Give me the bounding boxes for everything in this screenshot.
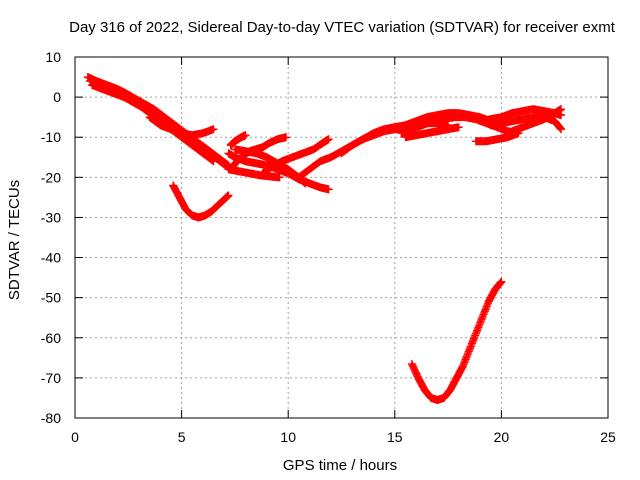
data-point: [324, 185, 333, 194]
data-series-arc-5: [169, 181, 233, 222]
x-axis-label: GPS time / hours: [283, 457, 397, 474]
y-tick-label: -30: [41, 209, 61, 225]
data-point: [454, 123, 463, 132]
data-points: [83, 73, 566, 404]
data-series-arc-19: [508, 105, 566, 136]
data-series-arc-20: [407, 277, 506, 404]
grid-lines: [75, 57, 608, 418]
data-point: [224, 191, 233, 200]
data-series-arc-4: [145, 113, 218, 140]
axis-ticks: 0 5 10 15 20 25 10 0 -10 -20 -30 -40 -50 -60 -70 -80: [41, 49, 616, 445]
y-tick-label: -50: [41, 290, 61, 306]
y-tick-label: -70: [41, 370, 61, 386]
x-tick-label: 15: [387, 429, 403, 445]
data-series-arc-8: [226, 133, 291, 174]
y-tick-label: -10: [41, 129, 61, 145]
data-point: [282, 133, 291, 142]
x-tick-label: 0: [71, 429, 79, 445]
data-series-arc-18: [471, 129, 523, 146]
data-point: [209, 125, 218, 134]
x-tick-label: 10: [280, 429, 296, 445]
data-point: [557, 125, 566, 134]
x-tick-label: 20: [494, 429, 510, 445]
y-tick-label: -20: [41, 169, 61, 185]
data-point: [497, 277, 506, 286]
data-point: [301, 179, 310, 188]
data-series-arc-15: [401, 123, 463, 142]
y-tick-label: 10: [45, 49, 61, 65]
chart-title: Day 316 of 2022, Sidereal Day-to-day VTE…: [69, 19, 616, 36]
y-tick-label: 0: [53, 89, 61, 105]
data-point: [324, 135, 333, 144]
x-tick-label: 25: [600, 429, 616, 445]
y-tick-label: -80: [41, 410, 61, 426]
data-point: [557, 105, 566, 114]
data-series-arc-10: [224, 165, 284, 182]
x-tick-label: 5: [178, 429, 186, 445]
data-series-arc-9: [226, 131, 250, 150]
y-tick-label: -60: [41, 330, 61, 346]
data-point: [275, 173, 284, 182]
data-point: [241, 131, 250, 140]
data-series-arc-11: [258, 135, 333, 178]
y-tick-label: -40: [41, 250, 61, 266]
plot-frame: [74, 56, 609, 419]
y-axis-label: SDTVAR / TECUs: [6, 180, 23, 300]
